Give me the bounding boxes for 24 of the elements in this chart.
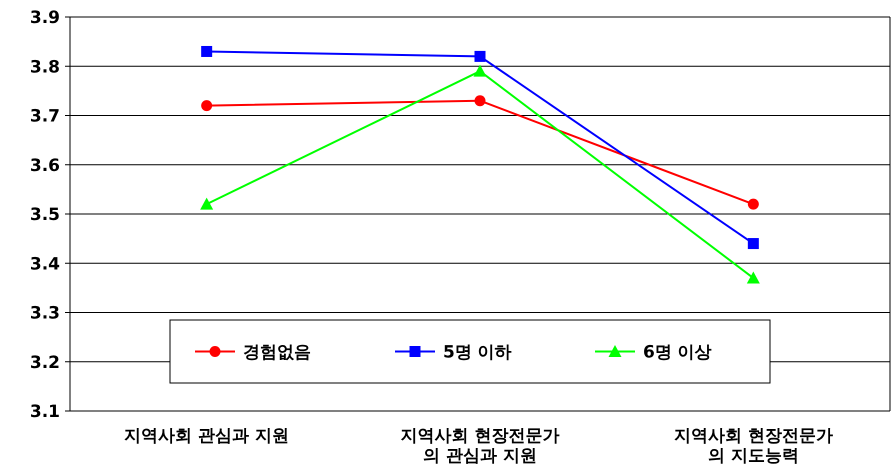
y-tick-label: 3.1 <box>30 402 60 422</box>
point <box>748 238 759 250</box>
point <box>201 100 212 112</box>
legend-label: 경험없음 <box>243 342 311 362</box>
y-tick-label: 3.8 <box>30 57 60 78</box>
y-tick-label: 3.6 <box>30 156 60 176</box>
point <box>748 198 759 210</box>
point <box>474 95 486 106</box>
y-tick-label: 3.3 <box>30 304 60 324</box>
point <box>200 198 214 210</box>
point <box>474 64 486 77</box>
legend-label: 5명 이하 <box>443 342 512 362</box>
legend-label: 6명 이상 <box>643 342 712 362</box>
x-tick-label: 지역사회 현장전문가 의 관심과 지원 <box>400 426 560 466</box>
y-tick-label: 3.5 <box>30 205 60 225</box>
point <box>474 50 486 62</box>
point <box>201 46 212 57</box>
y-tick-label: 3.7 <box>30 106 60 126</box>
y-tick-label: 3.4 <box>30 254 60 274</box>
x-tick-label: 지역사회 관심과 지원 <box>124 426 290 446</box>
y-tick-label: 3.2 <box>30 352 60 373</box>
x-tick-label: 지역사회 현장전문가 의 지도능력 <box>674 426 833 466</box>
y-tick-label: 3.9 <box>30 8 60 28</box>
point <box>746 272 760 284</box>
